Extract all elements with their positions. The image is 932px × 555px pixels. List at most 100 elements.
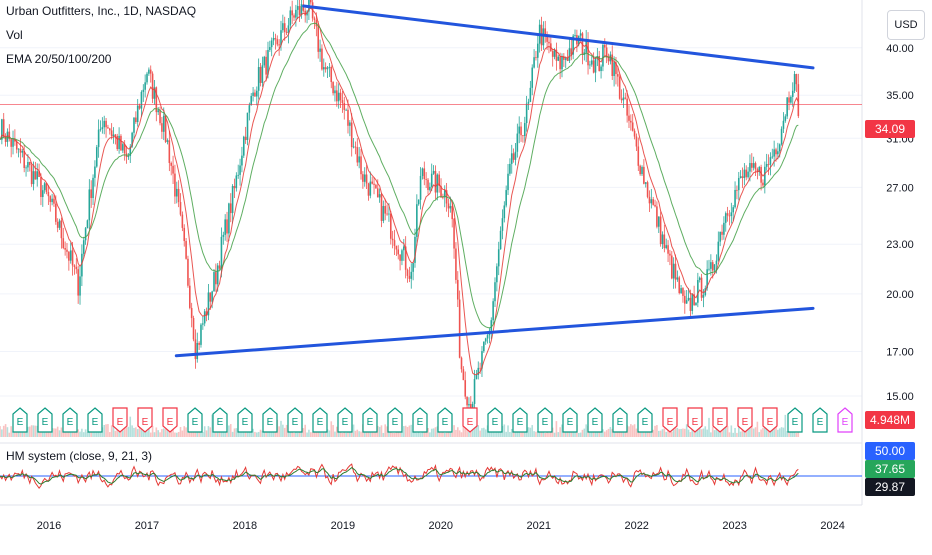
volume-bar xyxy=(758,432,761,437)
candle-body xyxy=(144,82,146,90)
volume-bar xyxy=(146,431,148,437)
candle-body xyxy=(278,44,280,46)
volume-bar xyxy=(419,432,422,437)
candle-body xyxy=(122,144,124,151)
volume-bar xyxy=(728,432,731,437)
candle-body xyxy=(603,44,606,48)
candle-body xyxy=(689,297,692,311)
candle-body xyxy=(330,66,333,83)
volume-bar xyxy=(216,431,219,437)
volume-bar xyxy=(136,429,139,437)
earnings-marker-label: E xyxy=(617,417,624,428)
earnings-marker xyxy=(87,407,103,433)
volume-bar xyxy=(702,428,705,437)
volume-bar xyxy=(641,429,643,437)
volume-bar xyxy=(648,429,651,437)
candle-body xyxy=(641,166,643,175)
candle-body xyxy=(473,379,476,404)
candle-body xyxy=(756,169,759,172)
earnings-marker xyxy=(187,407,203,433)
volume-legend[interactable]: Vol xyxy=(6,28,23,42)
volume-bar xyxy=(162,428,165,437)
candle-body xyxy=(168,140,171,163)
candle-body xyxy=(196,342,199,360)
candle-body xyxy=(602,44,604,67)
volume-bar xyxy=(49,428,52,437)
candle-body xyxy=(222,234,225,237)
candle-body xyxy=(724,213,727,223)
candle-body xyxy=(613,62,615,77)
candle-body xyxy=(561,56,563,70)
volume-bar xyxy=(82,432,85,437)
candle-body xyxy=(475,374,478,380)
candle-body xyxy=(257,67,260,91)
candle-body xyxy=(244,136,247,141)
volume-bar xyxy=(287,428,290,437)
earnings-marker xyxy=(112,407,128,433)
candle-body xyxy=(14,138,16,142)
candle-body xyxy=(300,4,303,15)
candle-body xyxy=(202,323,204,325)
volume-bar xyxy=(754,427,757,437)
time-tick-label: 2017 xyxy=(135,520,159,532)
volume-bar xyxy=(81,428,83,437)
candle-body xyxy=(127,155,130,158)
earnings-marker-label: E xyxy=(342,417,349,428)
candle-body xyxy=(663,234,666,249)
candle-body xyxy=(38,171,40,177)
earnings-marker-label: E xyxy=(642,417,649,428)
trendlines[interactable] xyxy=(174,4,815,358)
candle-body xyxy=(715,260,718,265)
candle-body xyxy=(86,220,89,229)
indicator-legend[interactable]: HM system (close, 9, 21, 3) xyxy=(6,449,153,463)
candle-body xyxy=(356,147,359,163)
currency-button[interactable]: USD xyxy=(887,10,925,40)
volume-bar xyxy=(654,425,656,437)
volume-bar xyxy=(711,427,714,437)
volume-bar xyxy=(563,430,565,437)
candle-body xyxy=(350,122,353,148)
candle-body xyxy=(382,206,385,221)
candle-body xyxy=(782,120,785,129)
volume-bar xyxy=(12,430,14,437)
candle-body xyxy=(90,189,92,198)
candle-body xyxy=(719,231,721,242)
volume-bar xyxy=(313,429,316,437)
volume-bar xyxy=(514,432,517,437)
candle-body xyxy=(242,136,245,156)
candle-body xyxy=(639,165,641,175)
candle-body xyxy=(101,127,104,129)
candle-body xyxy=(177,188,180,203)
volume-bar xyxy=(138,425,141,437)
volume-bar xyxy=(432,428,435,437)
volume-bar xyxy=(4,424,7,437)
candle-body xyxy=(71,250,74,266)
volume-bar xyxy=(717,427,720,437)
volume-bar xyxy=(490,430,493,437)
volume-bar xyxy=(373,428,375,437)
volume-bar xyxy=(239,432,241,437)
symbol-legend[interactable]: Urban Outfitters, Inc., 1D, NASDAQ xyxy=(6,4,197,18)
candle-body xyxy=(17,148,20,150)
volume-bar xyxy=(53,428,55,437)
candle-body xyxy=(643,166,645,184)
volume-bar xyxy=(192,431,195,437)
candle-body xyxy=(280,30,282,46)
candle-body xyxy=(148,69,150,74)
ema-legend[interactable]: EMA 20/50/100/200 xyxy=(6,52,112,66)
candle-body xyxy=(501,218,504,231)
volume-bar xyxy=(203,426,206,437)
time-axis: 2016 2017 2018 2019 2020 2021 2022 2023 2024 xyxy=(0,504,862,532)
volume-bar xyxy=(293,432,295,437)
candle-body xyxy=(237,174,239,176)
candle-body xyxy=(23,150,25,168)
volume-bar xyxy=(86,432,89,437)
candle-body xyxy=(388,213,390,215)
volume-bar xyxy=(131,425,133,437)
volume-bar xyxy=(332,425,334,437)
earnings-marker xyxy=(212,407,228,433)
volume-bar xyxy=(164,429,167,437)
